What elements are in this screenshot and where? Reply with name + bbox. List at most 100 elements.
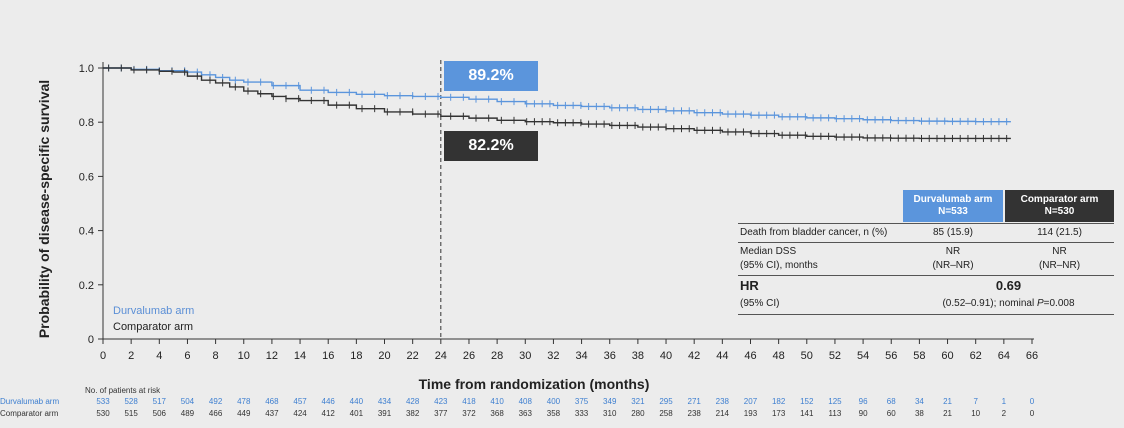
risk-count-durvalumab: 408 xyxy=(518,397,532,406)
median-durvalumab-1: NR xyxy=(945,246,961,257)
risk-count-comparator: 412 xyxy=(321,409,335,418)
median-label-1: Median DSS xyxy=(740,246,797,257)
risk-count-comparator: 10 xyxy=(971,409,981,418)
risk-count-durvalumab: 517 xyxy=(152,397,166,406)
x-tick-label: 4 xyxy=(156,350,162,362)
risk-count-durvalumab: 21 xyxy=(943,397,952,406)
risk-count-comparator: 280 xyxy=(631,409,645,418)
risk-count-comparator: 368 xyxy=(490,409,504,418)
risk-count-comparator: 372 xyxy=(462,409,476,418)
x-tick-label: 28 xyxy=(491,350,503,362)
risk-count-durvalumab: 295 xyxy=(659,397,673,406)
risk-count-comparator: 113 xyxy=(828,409,842,418)
x-tick-label: 20 xyxy=(378,350,390,362)
y-tick-label: 1.0 xyxy=(79,63,94,75)
hr-ci-value: (0.52–0.91); nominal P=0.008 xyxy=(903,298,1114,309)
risk-count-comparator: 2 xyxy=(1001,409,1007,418)
x-tick-label: 14 xyxy=(294,350,306,362)
risk-count-durvalumab: 418 xyxy=(462,397,476,406)
risk-count-durvalumab: 7 xyxy=(973,397,978,406)
legend-comparator: Comparator arm xyxy=(113,321,194,333)
header-comparator-name: Comparator arm xyxy=(1020,194,1099,205)
x-tick-label: 56 xyxy=(885,350,897,362)
x-tick-label: 12 xyxy=(266,350,278,362)
risk-count-durvalumab: 375 xyxy=(574,397,589,406)
x-tick-label: 46 xyxy=(744,350,756,362)
x-tick-label: 36 xyxy=(604,350,616,362)
header-durvalumab: Durvalumab arm N=533 xyxy=(903,190,1003,222)
risk-count-comparator: 238 xyxy=(687,409,701,418)
x-tick-label: 58 xyxy=(913,350,925,362)
death-comparator: 114 (21.5) xyxy=(1037,227,1082,238)
y-tick-label: 0.4 xyxy=(79,226,94,238)
x-tick-label: 64 xyxy=(998,350,1010,362)
table-divider xyxy=(738,314,1114,315)
x-tick-label: 2 xyxy=(128,350,134,362)
risk-count-durvalumab: 238 xyxy=(715,397,730,406)
x-tick-label: 0 xyxy=(100,350,106,362)
x-tick-label: 16 xyxy=(322,350,334,362)
risk-count-durvalumab: 152 xyxy=(800,397,814,406)
risk-count-durvalumab: 528 xyxy=(124,397,138,406)
x-tick-label: 54 xyxy=(857,350,869,362)
table-divider xyxy=(738,242,1114,243)
risk-count-durvalumab: 1 xyxy=(1001,397,1007,406)
risk-count-comparator: 333 xyxy=(574,409,589,418)
risk-count-comparator: 437 xyxy=(265,409,279,418)
risk-count-comparator: 449 xyxy=(237,409,251,418)
risk-count-durvalumab: 182 xyxy=(771,397,786,406)
risk-table-title: No. of patients at risk xyxy=(85,386,161,395)
x-axis-label: Time from randomization (months) xyxy=(418,376,650,392)
risk-count-durvalumab: 457 xyxy=(293,397,307,406)
risk-count-durvalumab: 478 xyxy=(237,397,251,406)
risk-count-durvalumab: 271 xyxy=(687,397,701,406)
y-axis-label: Probability of disease-specific survival xyxy=(36,79,52,339)
risk-count-durvalumab: 440 xyxy=(349,397,364,406)
median-comparator-2: (NR–NR) xyxy=(1038,260,1081,271)
risk-label-comparator: Comparator arm xyxy=(0,409,59,418)
table-divider xyxy=(738,223,1114,224)
header-comparator-n: N=530 xyxy=(1044,206,1075,217)
risk-count-durvalumab: 492 xyxy=(208,397,223,406)
risk-count-comparator: 90 xyxy=(858,409,868,418)
header-durvalumab-name: Durvalumab arm xyxy=(913,194,993,205)
risk-count-durvalumab: 349 xyxy=(603,397,617,406)
risk-count-comparator: 141 xyxy=(800,409,814,418)
risk-count-comparator: 214 xyxy=(715,409,730,418)
risk-count-comparator: 391 xyxy=(377,409,392,418)
comparator-callout: 82.2% xyxy=(444,131,538,161)
risk-count-comparator: 38 xyxy=(914,409,924,418)
death-label: Death from bladder cancer, n (%) xyxy=(740,227,888,238)
x-tick-label: 22 xyxy=(407,350,419,362)
risk-count-comparator: 377 xyxy=(434,409,448,418)
risk-count-comparator: 515 xyxy=(124,409,138,418)
x-tick-label: 60 xyxy=(941,350,953,362)
hr-p-label: P xyxy=(1036,298,1044,309)
x-tick-label: 44 xyxy=(716,350,728,362)
risk-count-comparator: 0 xyxy=(1029,409,1035,418)
median-label-2: (95% CI), months xyxy=(740,260,818,271)
risk-count-comparator: 258 xyxy=(659,409,673,418)
x-tick-label: 66 xyxy=(1026,350,1038,362)
median-comparator-1: NR xyxy=(1052,246,1067,257)
risk-count-comparator: 382 xyxy=(405,409,420,418)
risk-label-durvalumab: Durvalumab arm xyxy=(0,397,60,406)
risk-count-durvalumab: 468 xyxy=(265,397,279,406)
hr-ci-label: (95% CI) xyxy=(740,298,780,309)
risk-count-durvalumab: 446 xyxy=(321,397,335,406)
risk-count-durvalumab: 34 xyxy=(914,397,924,406)
risk-count-comparator: 363 xyxy=(518,409,532,418)
durvalumab-curve xyxy=(103,67,1011,123)
x-tick-label: 8 xyxy=(213,350,219,362)
y-tick-label: 0.2 xyxy=(79,280,94,292)
risk-count-durvalumab: 0 xyxy=(1029,397,1035,406)
risk-count-comparator: 310 xyxy=(603,409,617,418)
risk-count-durvalumab: 400 xyxy=(546,397,561,406)
x-tick-label: 32 xyxy=(547,350,559,362)
risk-count-comparator: 401 xyxy=(349,409,364,418)
comparator-curve xyxy=(103,67,1011,140)
risk-count-comparator: 193 xyxy=(743,409,758,418)
risk-count-comparator: 21 xyxy=(943,409,952,418)
hr-ci-range: (0.52–0.91); nominal xyxy=(942,298,1037,309)
